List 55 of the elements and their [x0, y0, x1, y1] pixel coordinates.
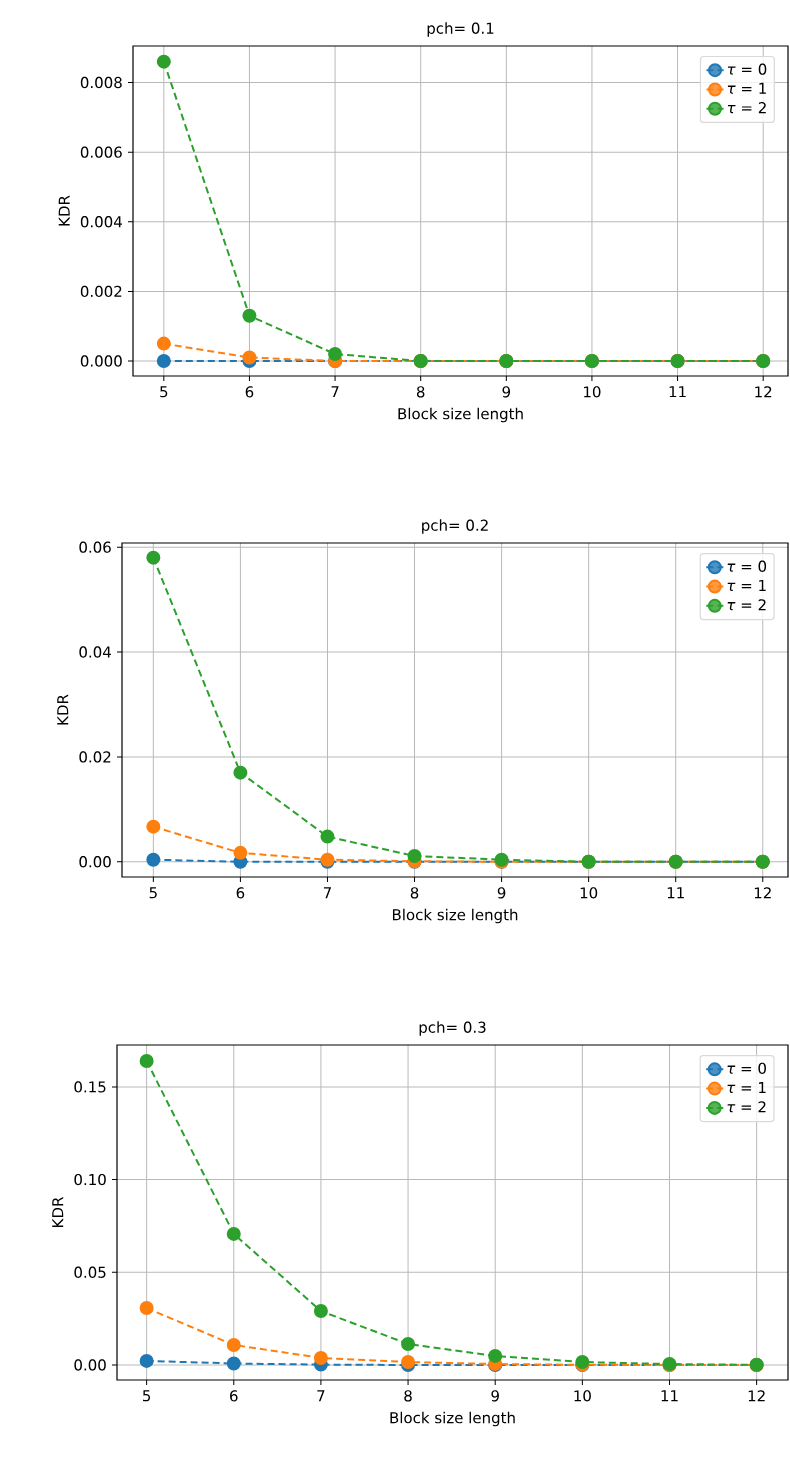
- y-tick-label: 0.00: [74, 1359, 106, 1371]
- legend-label: τ = 1: [727, 82, 766, 94]
- x-tick-label: 6: [245, 386, 254, 398]
- y-tick-label: 0.006: [80, 146, 122, 158]
- legend-label: τ = 2: [727, 599, 766, 611]
- legend-label: τ = 0: [727, 560, 767, 572]
- y-tick-label: 0.05: [74, 1266, 106, 1278]
- x-axis-title: Block size length: [398, 407, 523, 423]
- chart-title: pch= 0.2: [422, 519, 488, 534]
- x-tick-label: 10: [574, 1390, 591, 1402]
- legend-label: τ = 1: [727, 579, 766, 591]
- x-tick-label: 7: [323, 887, 331, 899]
- x-tick-label: 6: [230, 1390, 238, 1402]
- x-tick-label: 11: [669, 386, 686, 398]
- x-tick-label: 6: [236, 887, 245, 899]
- y-axis-title: KDR: [58, 195, 70, 226]
- x-tick-label: 12: [748, 1390, 765, 1402]
- x-tick-label: 11: [661, 1390, 678, 1402]
- chart-title: pch= 0.3: [419, 1021, 486, 1036]
- x-tick-label: 8: [410, 887, 419, 899]
- x-axis-title: Block size length: [392, 908, 518, 924]
- y-tick-label: 0.10: [74, 1173, 106, 1186]
- legend-label: τ = 2: [727, 1101, 766, 1113]
- y-tick-label: 0.06: [79, 541, 111, 553]
- x-tick-label: 8: [404, 1390, 412, 1402]
- y-tick-label: 0.002: [80, 285, 122, 298]
- x-tick-label: 9: [502, 386, 511, 398]
- y-axis-title: KDR: [52, 1197, 64, 1227]
- x-tick-label: 8: [416, 386, 425, 398]
- legend-label: τ = 2: [727, 102, 766, 114]
- x-tick-label: 9: [491, 1390, 499, 1402]
- x-tick-label: 9: [497, 887, 506, 899]
- x-tick-label: 10: [584, 386, 601, 398]
- x-tick-label: 12: [755, 386, 772, 398]
- y-tick-label: 0.02: [79, 751, 111, 763]
- y-tick-label: 0.04: [79, 646, 111, 658]
- legend-label: τ = 1: [727, 1082, 766, 1093]
- x-tick-label: 5: [143, 1390, 151, 1402]
- y-tick-label: 0.15: [74, 1081, 106, 1093]
- legend-label: τ = 0: [727, 1062, 766, 1074]
- x-tick-label: 5: [149, 887, 157, 899]
- y-axis-title: KDR: [57, 694, 69, 725]
- x-tick-label: 7: [317, 1390, 325, 1402]
- x-tick-label: 10: [580, 887, 598, 899]
- x-tick-label: 5: [160, 386, 168, 398]
- chart-title: pch= 0.1: [427, 22, 494, 37]
- y-tick-label: 0.00: [79, 856, 111, 868]
- x-tick-label: 11: [667, 887, 684, 899]
- y-tick-label: 0.008: [80, 76, 122, 89]
- legend-label: τ = 0: [727, 63, 767, 75]
- x-axis-title: Block size length: [390, 1411, 515, 1427]
- y-tick-label: 0.000: [80, 355, 122, 367]
- x-tick-label: 7: [331, 386, 339, 398]
- x-tick-label: 12: [754, 887, 771, 899]
- y-tick-label: 0.004: [80, 216, 122, 228]
